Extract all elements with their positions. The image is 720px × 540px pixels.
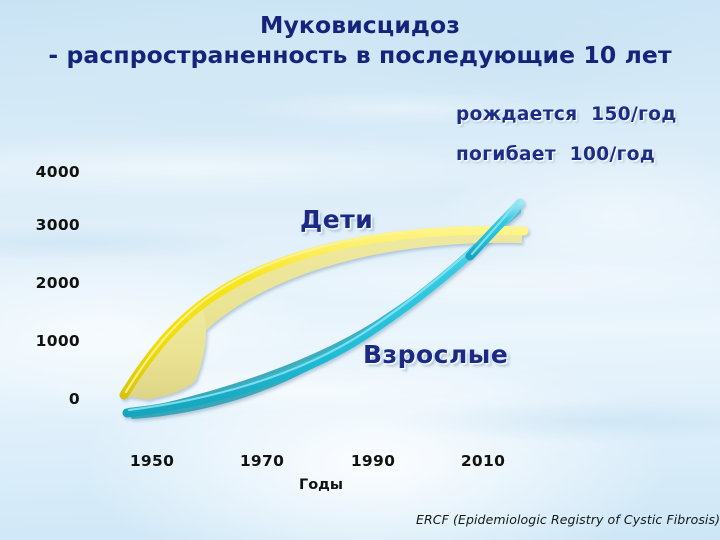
y-tick-label-1000: 1000 [35,332,80,350]
x-tick-label-1950: 1950 [129,452,175,470]
series-label-adults: Взрослые [363,340,509,369]
x-tick-label-1990: 1990 [350,452,396,470]
x-axis-title: Годы [298,477,344,493]
x-axis [104,433,538,449]
series-children [119,225,529,400]
adults-area-wedge [126,328,372,411]
children-line [119,225,529,400]
y-axis [101,201,118,437]
page-title: Муковисцидоз - распространенность в посл… [48,11,672,69]
annotation-deaths-per-year: погибает 100/год [456,144,656,165]
source-citation: ERCF (Epidemiologic Registry of Cystic F… [416,512,720,527]
series-label-children: Дети [300,205,374,234]
annotation-births-per-year: рождается 150/год [456,104,677,125]
adults-line-overlap [465,198,525,261]
y-tick-label-0: 0 [68,390,80,408]
adults-area [126,205,521,419]
children-area [124,231,522,400]
x-tick-label-1970: 1970 [239,452,285,470]
adults-line [122,198,525,418]
x-tick-label-2010: 2010 [460,452,506,470]
y-tick-label-3000: 3000 [35,216,80,234]
y-tick-label-4000: 4000 [35,163,80,181]
children-area-wedge [124,308,207,399]
y-tick-label-2000: 2000 [35,274,80,292]
